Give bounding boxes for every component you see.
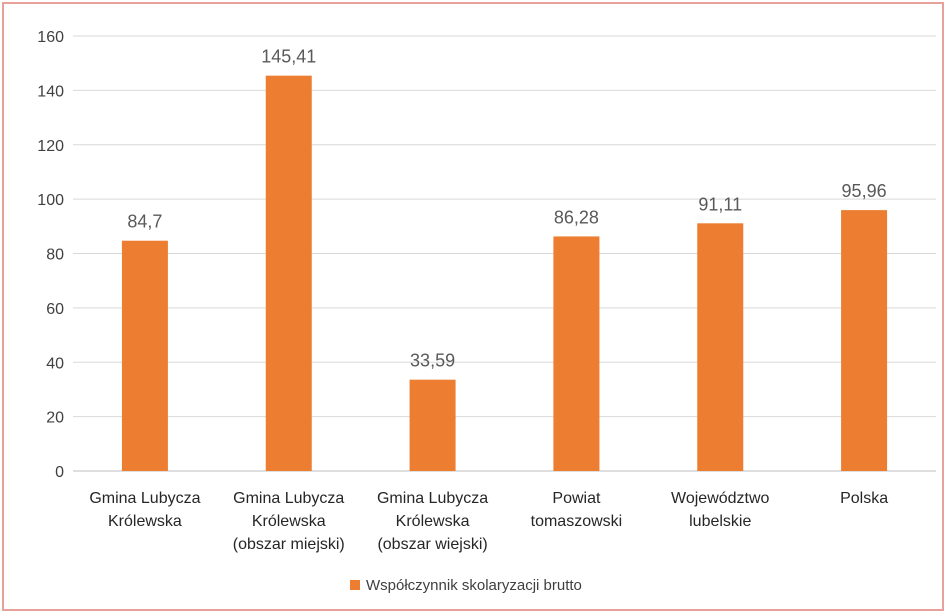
y-tick-label: 100 [37, 192, 64, 209]
data-label: 86,28 [554, 207, 599, 227]
y-tick-label: 20 [46, 410, 64, 427]
legend-label: Współczynnik skolaryzacji brutto [366, 577, 582, 594]
y-tick-label: 80 [46, 247, 64, 264]
data-label: 145,41 [261, 47, 316, 67]
data-label: 84,7 [127, 212, 162, 232]
x-category-label: (obszar wiejski) [377, 536, 487, 553]
x-category-label: Królewska [108, 513, 182, 530]
x-category-label: Powiat [552, 490, 601, 507]
bar [697, 223, 744, 471]
x-category-label: Królewska [396, 513, 470, 530]
x-category-label: Gmina Lubycza [89, 490, 200, 507]
y-tick-label: 0 [55, 464, 64, 481]
bar [121, 240, 168, 471]
y-tick-label: 140 [37, 83, 64, 100]
y-tick-label: 160 [37, 29, 64, 46]
bar [553, 236, 600, 471]
data-label: 33,59 [410, 351, 455, 371]
x-category-label: Województwo [671, 490, 770, 507]
bar [841, 210, 888, 471]
x-category-label: Gmina Lubycza [233, 490, 344, 507]
legend-swatch [350, 580, 360, 590]
x-category-label: Polska [840, 490, 888, 507]
data-label: 91,11 [698, 194, 742, 214]
x-category-label: lubelskie [689, 513, 751, 530]
y-tick-label: 120 [37, 138, 64, 155]
data-label: 95,96 [842, 181, 887, 201]
x-category-label: Gmina Lubycza [377, 490, 488, 507]
y-tick-label: 40 [46, 355, 64, 372]
x-category-label: (obszar miejski) [233, 536, 345, 553]
y-tick-label: 60 [46, 301, 64, 318]
bar [409, 379, 456, 471]
x-category-label: tomaszowski [531, 513, 623, 530]
x-category-label: Królewska [252, 513, 326, 530]
bar [265, 75, 312, 471]
